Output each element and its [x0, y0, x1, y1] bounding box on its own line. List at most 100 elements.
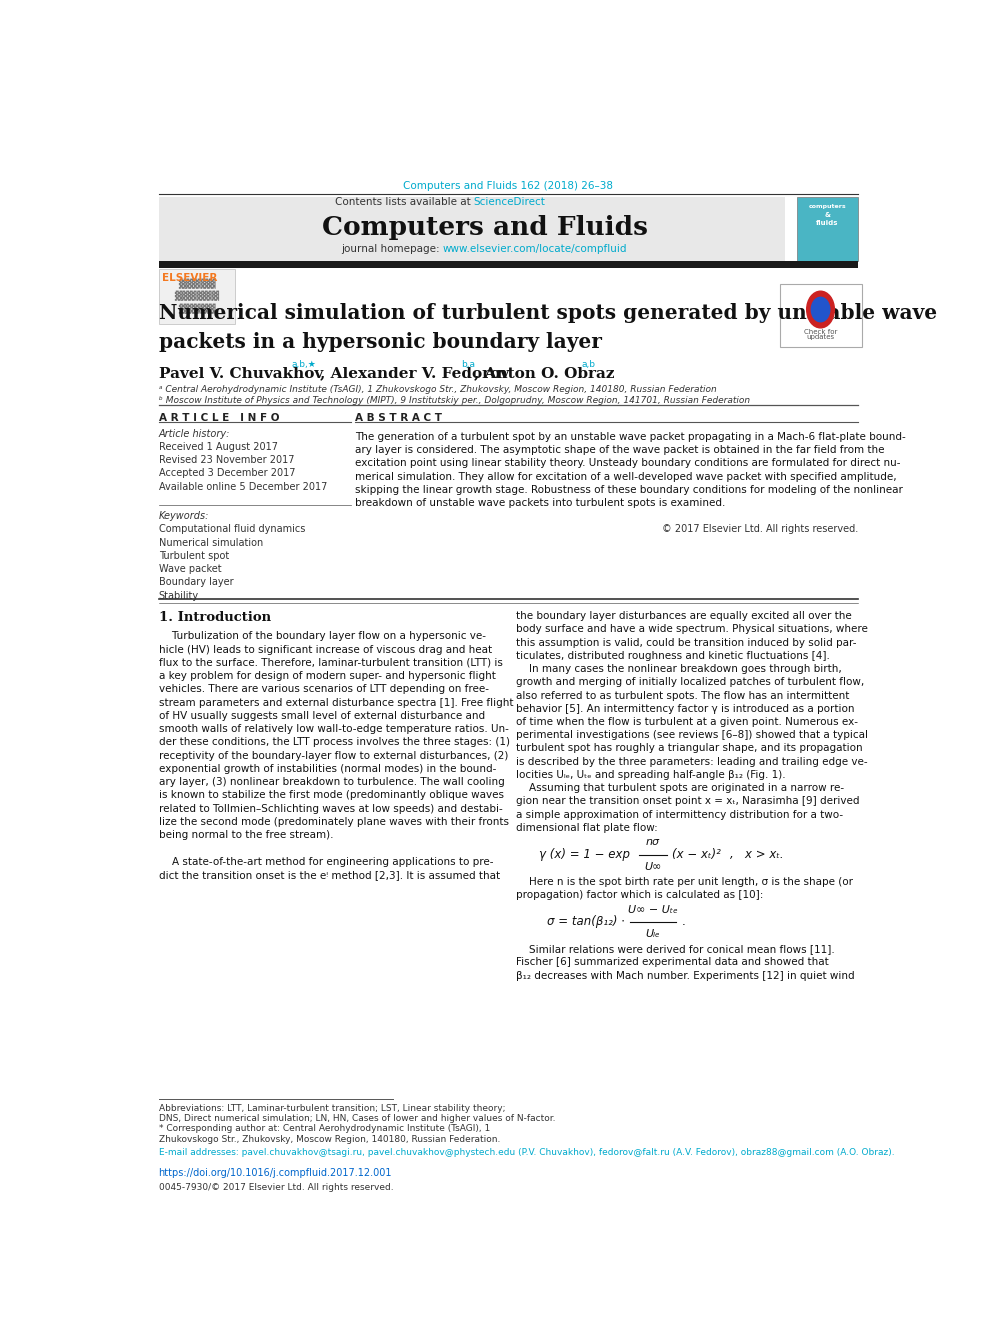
Text: &: & — [824, 212, 830, 218]
Text: A R T I C L E   I N F O: A R T I C L E I N F O — [159, 413, 279, 423]
Text: is known to stabilize the first mode (predominantly oblique waves: is known to stabilize the first mode (pr… — [159, 790, 504, 800]
Text: locities Uₗₑ, Uₜₑ and spreading half-angle β₁₂ (Fig. 1).: locities Uₗₑ, Uₜₑ and spreading half-ang… — [516, 770, 786, 781]
Text: Keywords:: Keywords: — [159, 511, 209, 521]
FancyBboxPatch shape — [159, 197, 785, 261]
Text: ,   x > xₜ.: , x > xₜ. — [730, 848, 784, 861]
Text: Zhukovskogo Str., Zhukovsky, Moscow Region, 140180, Russian Federation.: Zhukovskogo Str., Zhukovsky, Moscow Regi… — [159, 1135, 500, 1143]
Text: ary layer, (3) nonlinear breakdown to turbulence. The wall cooling: ary layer, (3) nonlinear breakdown to tu… — [159, 777, 504, 787]
Text: ticulates, distributed roughness and kinetic fluctuations [4].: ticulates, distributed roughness and kin… — [516, 651, 830, 660]
Text: U∞: U∞ — [644, 861, 662, 872]
Text: exponential growth of instabilities (normal modes) in the bound-: exponential growth of instabilities (nor… — [159, 763, 496, 774]
Text: Uₗₑ: Uₗₑ — [646, 929, 661, 939]
Text: this assumption is valid, could be transition induced by solid par-: this assumption is valid, could be trans… — [516, 638, 856, 647]
Text: merical simulation. They allow for excitation of a well-developed wave packet wi: merical simulation. They allow for excit… — [355, 471, 896, 482]
Text: Stability: Stability — [159, 590, 198, 601]
Text: .: . — [682, 916, 685, 929]
Text: ᵇ Moscow Institute of Physics and Technology (MIPT), 9 Institutskiy per., Dolgop: ᵇ Moscow Institute of Physics and Techno… — [159, 396, 750, 405]
Text: also referred to as turbulent spots. The flow has an intermittent: also referred to as turbulent spots. The… — [516, 691, 849, 700]
Text: Numerical simulation of turbulent spots generated by unstable wave: Numerical simulation of turbulent spots … — [159, 303, 936, 323]
Text: is described by the three parameters: leading and trailing edge ve-: is described by the three parameters: le… — [516, 757, 868, 767]
Text: a key problem for design of modern super- and hypersonic flight: a key problem for design of modern super… — [159, 671, 495, 681]
Text: E-mail addresses: pavel.chuvakhov@tsagi.ru, pavel.chuvakhov@phystech.edu (P.V. C: E-mail addresses: pavel.chuvakhov@tsagi.… — [159, 1148, 894, 1156]
Text: being normal to the free stream).: being normal to the free stream). — [159, 830, 333, 840]
Text: www.elsevier.com/locate/compfluid: www.elsevier.com/locate/compfluid — [443, 245, 628, 254]
Text: packets in a hypersonic boundary layer: packets in a hypersonic boundary layer — [159, 332, 601, 352]
Text: DNS, Direct numerical simulation; LN, HN, Cases of lower and higher values of N-: DNS, Direct numerical simulation; LN, HN… — [159, 1114, 556, 1123]
Text: journal homepage:: journal homepage: — [341, 245, 443, 254]
Text: Boundary layer: Boundary layer — [159, 577, 233, 587]
Text: a,b,★: a,b,★ — [292, 360, 316, 369]
Text: fluids: fluids — [816, 220, 838, 226]
Text: A state-of-the-art method for engineering applications to pre-: A state-of-the-art method for engineerin… — [159, 856, 493, 867]
Text: Pavel V. Chuvakhov: Pavel V. Chuvakhov — [159, 366, 322, 381]
Text: dimensional flat plate flow:: dimensional flat plate flow: — [516, 823, 658, 833]
Text: https://doi.org/10.1016/j.compfluid.2017.12.001: https://doi.org/10.1016/j.compfluid.2017… — [159, 1168, 392, 1179]
Text: Turbulent spot: Turbulent spot — [159, 550, 229, 561]
Text: b,a: b,a — [460, 360, 475, 369]
Text: a simple approximation of intermittency distribution for a two-: a simple approximation of intermittency … — [516, 810, 843, 820]
Text: behavior [5]. An intermittency factor γ is introduced as a portion: behavior [5]. An intermittency factor γ … — [516, 704, 854, 714]
Text: Received 1 August 2017: Received 1 August 2017 — [159, 442, 278, 452]
Text: receptivity of the boundary-layer flow to external disturbances, (2): receptivity of the boundary-layer flow t… — [159, 750, 508, 761]
FancyBboxPatch shape — [159, 261, 858, 267]
Text: hicle (HV) leads to significant increase of viscous drag and heat: hicle (HV) leads to significant increase… — [159, 644, 492, 655]
Text: flux to the surface. Therefore, laminar-turbulent transition (LTT) is: flux to the surface. Therefore, laminar-… — [159, 658, 503, 668]
Text: Here n is the spot birth rate per unit length, σ is the shape (or: Here n is the spot birth rate per unit l… — [516, 877, 853, 886]
Text: body surface and have a wide spectrum. Physical situations, where: body surface and have a wide spectrum. P… — [516, 624, 868, 634]
Text: ScienceDirect: ScienceDirect — [474, 197, 546, 208]
Text: a,b: a,b — [581, 360, 595, 369]
Text: In many cases the nonlinear breakdown goes through birth,: In many cases the nonlinear breakdown go… — [516, 664, 842, 673]
Text: excitation point using linear stability theory. Unsteady boundary conditions are: excitation point using linear stability … — [355, 458, 900, 468]
Text: (x − xₜ)²: (x − xₜ)² — [673, 848, 721, 861]
Text: * Corresponding author at: Central Aerohydrodynamic Institute (TsAGI), 1: * Corresponding author at: Central Aeroh… — [159, 1125, 490, 1134]
Text: A B S T R A C T: A B S T R A C T — [355, 413, 441, 423]
Text: ▓▓▓▓▓
▓▓▓▓▓▓
▓▓▓▓▓: ▓▓▓▓▓ ▓▓▓▓▓▓ ▓▓▓▓▓ — [175, 279, 219, 314]
Text: computers: computers — [808, 204, 846, 209]
Text: dict the transition onset is the eᵎ method [2,3]. It is assumed that: dict the transition onset is the eᵎ meth… — [159, 869, 500, 880]
Text: the boundary layer disturbances are equally excited all over the: the boundary layer disturbances are equa… — [516, 611, 852, 620]
Text: γ (x) = 1 − exp: γ (x) = 1 − exp — [540, 848, 630, 861]
Text: vehicles. There are various scenarios of LTT depending on free-: vehicles. There are various scenarios of… — [159, 684, 489, 695]
Text: ELSEVIER: ELSEVIER — [163, 273, 218, 283]
Text: Wave packet: Wave packet — [159, 564, 221, 574]
Text: U∞ − Uₜₑ: U∞ − Uₜₑ — [628, 905, 678, 914]
Text: lize the second mode (predominately plane waves with their fronts: lize the second mode (predominately plan… — [159, 816, 509, 827]
Text: Turbulization of the boundary layer flow on a hypersonic ve-: Turbulization of the boundary layer flow… — [159, 631, 486, 642]
Text: Computers and Fluids 162 (2018) 26–38: Computers and Fluids 162 (2018) 26–38 — [404, 181, 613, 191]
Text: skipping the linear growth stage. Robustness of these boundary conditions for mo: skipping the linear growth stage. Robust… — [355, 484, 903, 495]
Text: of time when the flow is turbulent at a given point. Numerous ex-: of time when the flow is turbulent at a … — [516, 717, 858, 728]
Text: updates: updates — [806, 333, 834, 340]
Text: β₁₂ decreases with Mach number. Experiments [12] in quiet wind: β₁₂ decreases with Mach number. Experime… — [516, 971, 855, 980]
Text: growth and merging of initially localized patches of turbulent flow,: growth and merging of initially localize… — [516, 677, 864, 687]
Text: Revised 23 November 2017: Revised 23 November 2017 — [159, 455, 294, 466]
Text: Contents lists available at: Contents lists available at — [335, 197, 474, 208]
Text: of HV usually suggests small level of external disturbance and: of HV usually suggests small level of ex… — [159, 710, 485, 721]
Text: σ = tan(β₁₂) ⋅: σ = tan(β₁₂) ⋅ — [547, 916, 625, 929]
Text: Assuming that turbulent spots are originated in a narrow re-: Assuming that turbulent spots are origin… — [516, 783, 844, 794]
Text: smooth walls of relatively low wall-to-edge temperature ratios. Un-: smooth walls of relatively low wall-to-e… — [159, 724, 509, 734]
Text: turbulent spot has roughly a triangular shape, and its propagation: turbulent spot has roughly a triangular … — [516, 744, 863, 754]
Text: , Alexander V. Fedorov: , Alexander V. Fedorov — [320, 366, 509, 381]
Text: Computers and Fluids: Computers and Fluids — [322, 214, 649, 239]
FancyBboxPatch shape — [798, 197, 858, 261]
FancyBboxPatch shape — [780, 284, 862, 347]
Text: , Anton O. Obraz: , Anton O. Obraz — [474, 366, 614, 381]
Circle shape — [806, 291, 834, 328]
Text: der these conditions, the LTT process involves the three stages: (1): der these conditions, the LTT process in… — [159, 737, 510, 747]
Text: 0045-7930/© 2017 Elsevier Ltd. All rights reserved.: 0045-7930/© 2017 Elsevier Ltd. All right… — [159, 1183, 393, 1192]
Text: propagation) factor which is calculated as [10]:: propagation) factor which is calculated … — [516, 890, 764, 900]
Text: gion near the transition onset point x = xₜ, Narasimha [9] derived: gion near the transition onset point x =… — [516, 796, 860, 807]
Text: © 2017 Elsevier Ltd. All rights reserved.: © 2017 Elsevier Ltd. All rights reserved… — [662, 524, 858, 534]
Text: Accepted 3 December 2017: Accepted 3 December 2017 — [159, 468, 295, 479]
Text: nσ: nσ — [646, 837, 660, 848]
Text: ᵃ Central Aerohydrodynamic Institute (TsAGI), 1 Zhukovskogo Str., Zhukovsky, Mos: ᵃ Central Aerohydrodynamic Institute (Ts… — [159, 385, 716, 394]
Text: Computational fluid dynamics: Computational fluid dynamics — [159, 524, 305, 534]
Text: 1. Introduction: 1. Introduction — [159, 611, 271, 624]
Text: Available online 5 December 2017: Available online 5 December 2017 — [159, 482, 327, 492]
Text: Numerical simulation: Numerical simulation — [159, 537, 263, 548]
Text: breakdown of unstable wave packets into turbulent spots is examined.: breakdown of unstable wave packets into … — [355, 497, 725, 508]
Text: Article history:: Article history: — [159, 429, 230, 439]
Text: Fischer [6] summarized experimental data and showed that: Fischer [6] summarized experimental data… — [516, 958, 829, 967]
Text: Check for: Check for — [804, 329, 837, 335]
Text: The generation of a turbulent spot by an unstable wave packet propagating in a M: The generation of a turbulent spot by an… — [355, 431, 906, 442]
